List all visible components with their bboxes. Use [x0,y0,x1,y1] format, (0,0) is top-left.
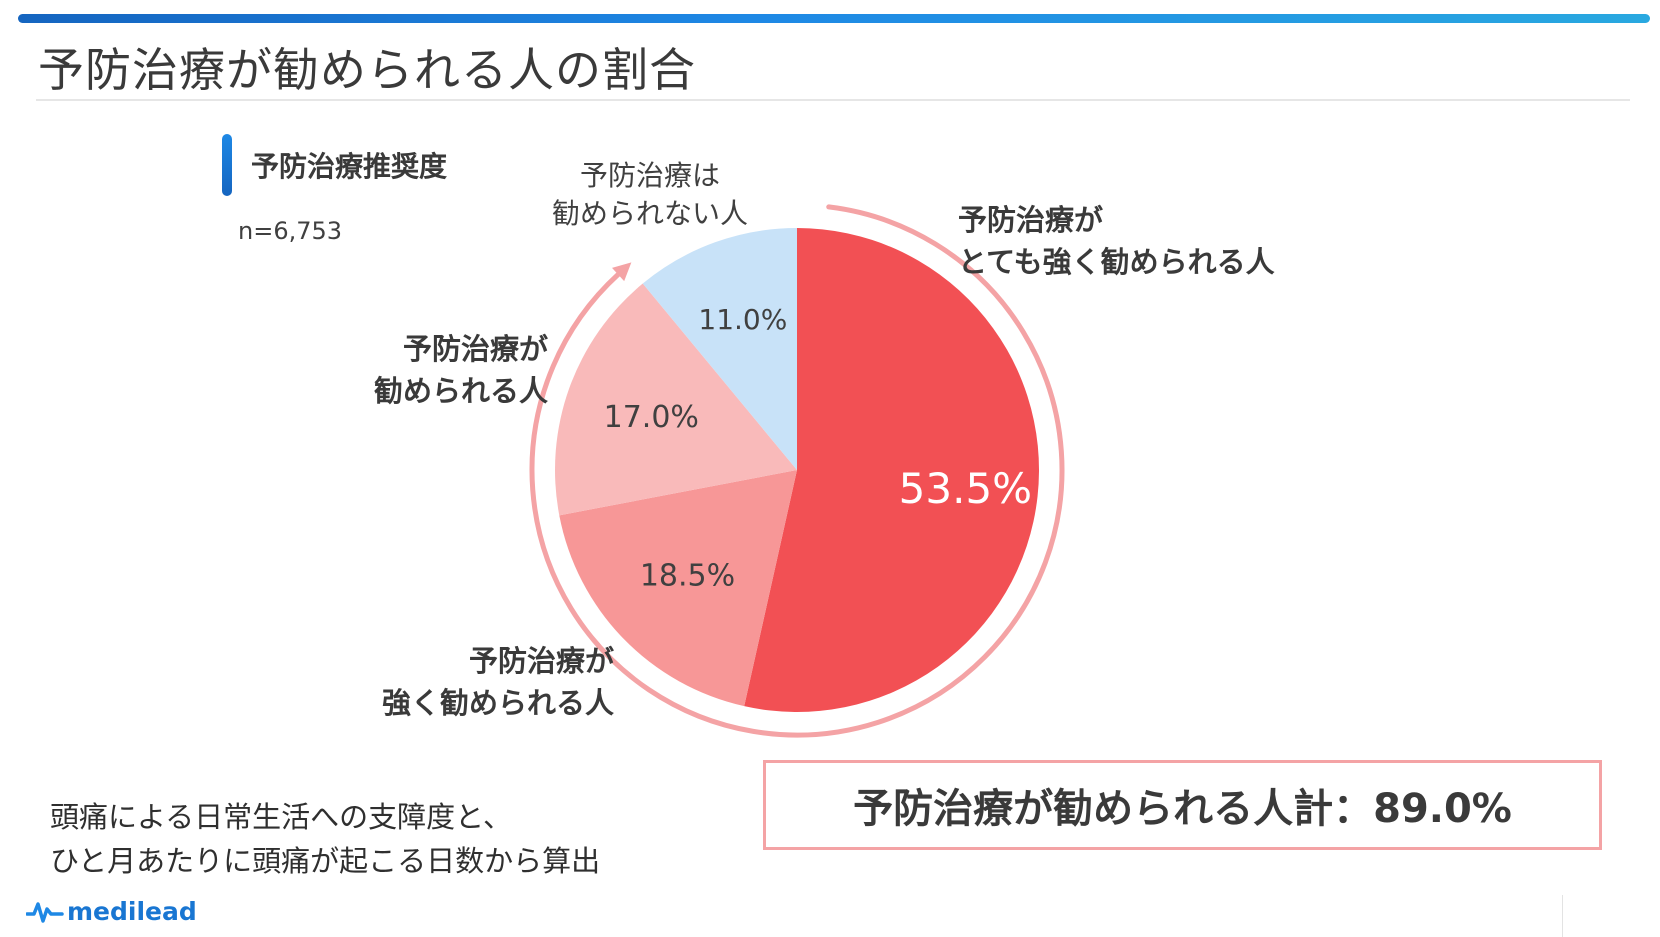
label-line: 強く勧められる人 [382,686,615,720]
section-title: 予防治療推奨度 [251,150,448,183]
pie-slice [555,283,797,516]
header-accent-bar [18,14,1650,23]
pie-slice [559,470,797,707]
footnote-line: ひと月あたりに頭痛が起こる日数から算出 [50,844,601,878]
label-not-recommended: 予防治療は 勧められない人 [530,157,770,233]
brand-logo: medilead [26,897,197,926]
label-line: 勧められない人 [551,197,748,230]
slice-value-label: 53.5% [899,464,1032,513]
label-line: 勧められる人 [374,374,549,408]
recommended-total-arc [529,204,1065,738]
label-strongly-recommended: 予防治療が 強く勧められる人 [382,640,614,724]
total-summary-box: 予防治療が勧められる人計：89.0% [763,760,1602,850]
pie-slice [642,228,797,470]
slice-value-label: 11.0% [698,303,787,336]
label-line: とても強く勧められる人 [958,245,1275,279]
label-line: 予防治療が [958,203,1104,237]
label-line: 予防治療が [469,644,615,678]
footnote-line: 頭痛による日常生活への支障度と、 [50,800,512,834]
logo-text: medilead [67,897,197,926]
section-marker [222,134,232,196]
label-line: 予防治療が [403,332,549,366]
slice-value-label: 18.5% [640,559,735,594]
sample-size: n=6,753 [238,217,343,245]
corner-divider [1562,895,1563,937]
pulse-icon [26,901,64,923]
footnote: 頭痛による日常生活への支障度と、 ひと月あたりに頭痛が起こる日数から算出 [50,795,600,883]
label-line: 予防治療は [579,159,720,192]
page-title: 予防治療が勧められる人の割合 [38,43,696,97]
total-summary-text: 予防治療が勧められる人計：89.0% [853,786,1512,832]
pie-slice [744,228,1039,712]
label-very-strongly-recommended: 予防治療が とても強く勧められる人 [958,199,1275,283]
slice-value-label: 17.0% [604,400,699,435]
arc-arrowhead [612,262,632,282]
label-recommended: 予防治療が 勧められる人 [374,328,548,412]
title-divider [36,99,1630,101]
